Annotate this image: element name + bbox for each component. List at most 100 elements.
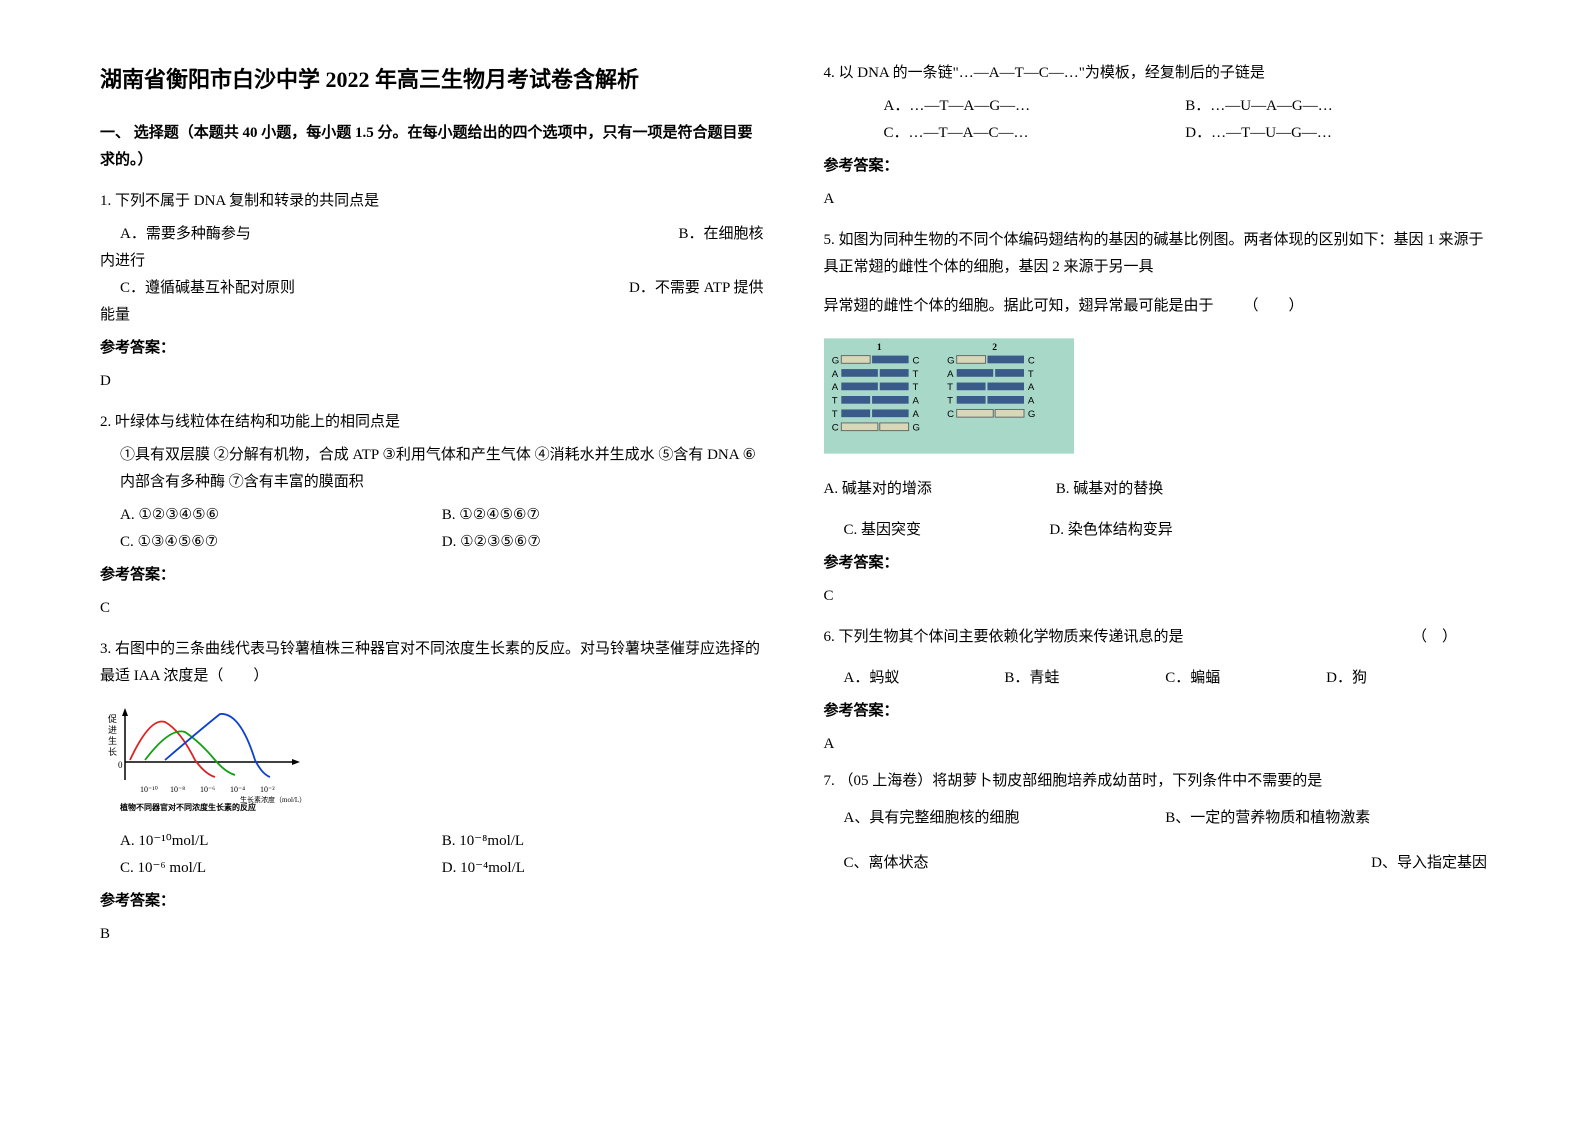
q6-text: 6. 下列生物其个体间主要依赖化学物质来传递讯息的是 — [824, 629, 1184, 645]
q4-opt-c: C．…—T—A—C—… — [884, 120, 1186, 147]
q1-opt-c: C．遵循碱基互补配对原则 — [100, 275, 432, 302]
q7-text: 7. （05 上海卷）将胡萝卜韧皮部细胞培养成幼苗时，下列条件中不需要的是 — [824, 768, 1488, 795]
q5-opts2: C. 基因突变 D. 染色体结构变异 — [824, 517, 1488, 544]
q1-opt-d: D．不需要 ATP 提供 — [432, 275, 764, 302]
q4-text: 4. 以 DNA 的一条链"…—A—T—C—…"为模板，经复制后的子链是 — [824, 60, 1488, 87]
q2-opts2: C. ①③④⑤⑥⑦ D. ①②③⑤⑥⑦ — [100, 529, 764, 556]
svg-text:A: A — [831, 382, 838, 393]
q2-opt-d: D. ①②③⑤⑥⑦ — [442, 529, 764, 556]
q1-answer-label: 参考答案： — [100, 335, 764, 362]
q3-opts2: C. 10⁻⁶ mol/L D. 10⁻⁴mol/L — [100, 855, 764, 882]
svg-text:1: 1 — [876, 342, 881, 353]
q1-options-row1: A．需要多种酶参与 B．在细胞核 — [100, 221, 764, 248]
svg-text:2: 2 — [992, 342, 997, 353]
svg-text:C: C — [1027, 355, 1034, 366]
q7-opts2: C、离体状态 D、导入指定基因 — [824, 850, 1488, 877]
q1-opt-a: A．需要多种酶参与 — [100, 221, 432, 248]
q5-opt-c: C. 基因突变 — [844, 517, 1050, 544]
svg-text:0: 0 — [118, 760, 123, 770]
q5-opt-d: D. 染色体结构变异 — [1049, 517, 1306, 544]
svg-text:A: A — [912, 396, 919, 407]
q6-answer: A — [824, 731, 1488, 758]
svg-text:10⁻⁶: 10⁻⁶ — [200, 785, 215, 794]
svg-text:G: G — [1027, 409, 1034, 420]
q1-text: 1. 下列不属于 DNA 复制和转录的共同点是 — [100, 188, 764, 215]
svg-text:T: T — [1027, 369, 1033, 380]
q6-opt-a: A．蚂蚁 — [844, 665, 1005, 692]
q2-answer-label: 参考答案： — [100, 562, 764, 589]
svg-text:T: T — [831, 409, 837, 420]
q5-answer-label: 参考答案： — [824, 550, 1488, 577]
chart-caption: 植物不同器官对不同浓度生长素的反应 — [119, 802, 256, 812]
q3-chart: 促 进 生 长 0 10⁻¹⁰ 10⁻⁸ 10⁻⁶ 10⁻⁴ 10⁻² 生长素浓… — [100, 702, 310, 812]
question-2: 2. 叶绿体与线粒体在结构和功能上的相同点是 ①具有双层膜 ②分解有机物，合成 … — [100, 409, 764, 622]
q6-opts: A．蚂蚁 B．青蛙 C．蝙蝠 D．狗 — [824, 665, 1488, 692]
q6-opt-d: D．狗 — [1326, 665, 1487, 692]
svg-text:T: T — [947, 382, 953, 393]
q6-opt-c: C．蝙蝠 — [1165, 665, 1326, 692]
q5-opt-a: A. 碱基对的增添 — [824, 476, 1056, 503]
svg-text:T: T — [912, 382, 918, 393]
q4-opts1: A．…—T—A—G—… B．…—U—A—G—… — [824, 93, 1488, 120]
q3-answer: B — [100, 921, 764, 948]
q4-opt-b: B．…—U—A—G—… — [1185, 93, 1487, 120]
q1-answer: D — [100, 368, 764, 395]
q6-answer-label: 参考答案： — [824, 698, 1488, 725]
q2-opt-a: A. ①②③④⑤⑥ — [120, 502, 442, 529]
svg-text:A: A — [1027, 396, 1034, 407]
svg-text:10⁻¹⁰: 10⁻¹⁰ — [140, 785, 158, 794]
svg-text:A: A — [831, 369, 838, 380]
svg-text:C: C — [831, 423, 838, 434]
q2-text: 2. 叶绿体与线粒体在结构和功能上的相同点是 — [100, 409, 764, 436]
q2-detail: ①具有双层膜 ②分解有机物，合成 ATP ③利用气体和产生气体 ④消耗水并生成水… — [100, 442, 764, 496]
svg-text:G: G — [912, 423, 919, 434]
question-7: 7. （05 上海卷）将胡萝卜韧皮部细胞培养成幼苗时，下列条件中不需要的是 A、… — [824, 768, 1488, 877]
q3-answer-label: 参考答案： — [100, 888, 764, 915]
svg-text:A: A — [912, 409, 919, 420]
q4-opts2: C．…—T—A—C—… D．…—T—U—G—… — [824, 120, 1488, 147]
q3-opt-a: A. 10⁻¹⁰mol/L — [120, 828, 442, 855]
svg-text:进: 进 — [108, 725, 117, 735]
question-4: 4. 以 DNA 的一条链"…—A—T—C—…"为模板，经复制后的子链是 A．…… — [824, 60, 1488, 213]
question-5: 5. 如图为同种生物的不同个体编码翅结构的基因的碱基比例图。两者体现的区别如下：… — [824, 227, 1488, 610]
q5-text: 5. 如图为同种生物的不同个体编码翅结构的基因的碱基比例图。两者体现的区别如下：… — [824, 227, 1488, 281]
svg-text:10⁻⁴: 10⁻⁴ — [230, 785, 245, 794]
q2-opt-b: B. ①②④⑤⑥⑦ — [442, 502, 764, 529]
q7-opt-b: B、一定的营养物质和植物激素 — [1165, 805, 1487, 832]
q3-opts1: A. 10⁻¹⁰mol/L B. 10⁻⁸mol/L — [100, 828, 764, 855]
q4-opt-d: D．…—T—U—G—… — [1185, 120, 1487, 147]
svg-text:G: G — [831, 355, 838, 366]
q5-opts1: A. 碱基对的增添 B. 碱基对的替换 — [824, 476, 1488, 503]
q4-answer: A — [824, 186, 1488, 213]
q7-opt-d: D、导入指定基因 — [1165, 850, 1487, 877]
svg-text:T: T — [947, 396, 953, 407]
q3-opt-d: D. 10⁻⁴mol/L — [442, 855, 764, 882]
q5-opt-b: B. 碱基对的替换 — [1056, 476, 1288, 503]
question-1: 1. 下列不属于 DNA 复制和转录的共同点是 A．需要多种酶参与 B．在细胞核… — [100, 188, 764, 395]
q2-opt-c: C. ①③④⑤⑥⑦ — [120, 529, 442, 556]
q6-bracket: （ ） — [1412, 624, 1457, 651]
svg-text:T: T — [831, 396, 837, 407]
exam-title: 湖南省衡阳市白沙中学 2022 年高三生物月考试卷含解析 — [100, 60, 764, 100]
y-axis-label: 促 — [108, 713, 117, 724]
q3-opt-b: B. 10⁻⁸mol/L — [442, 828, 764, 855]
q7-opt-c: C、离体状态 — [844, 850, 1166, 877]
q3-opt-c: C. 10⁻⁶ mol/L — [120, 855, 442, 882]
q4-opt-a: A．…—T—A—G—… — [884, 93, 1186, 120]
q7-opt-a: A、具有完整细胞核的细胞 — [844, 805, 1166, 832]
left-column: 湖南省衡阳市白沙中学 2022 年高三生物月考试卷含解析 一、 选择题（本题共 … — [100, 60, 764, 962]
svg-text:C: C — [947, 409, 954, 420]
q2-opts1: A. ①②③④⑤⑥ B. ①②④⑤⑥⑦ — [100, 502, 764, 529]
right-column: 4. 以 DNA 的一条链"…—A—T—C—…"为模板，经复制后的子链是 A．…… — [824, 60, 1488, 962]
q4-answer-label: 参考答案： — [824, 153, 1488, 180]
svg-text:10⁻²: 10⁻² — [260, 785, 275, 794]
svg-text:长: 长 — [108, 746, 117, 757]
q5-gene-diagram: 1 GC AT AT TA TA CG 2 GC AT TA TA CG — [824, 336, 1074, 456]
svg-text:A: A — [947, 369, 954, 380]
q1-d-cont: 能量 — [100, 302, 764, 329]
q6-opt-b: B．青蛙 — [1004, 665, 1165, 692]
svg-text:G: G — [947, 355, 954, 366]
q1-opt-b: B．在细胞核 — [432, 221, 764, 248]
q7-opts1: A、具有完整细胞核的细胞 B、一定的营养物质和植物激素 — [824, 805, 1488, 832]
section-header: 一、 选择题（本题共 40 小题，每小题 1.5 分。在每小题给出的四个选项中，… — [100, 120, 764, 174]
